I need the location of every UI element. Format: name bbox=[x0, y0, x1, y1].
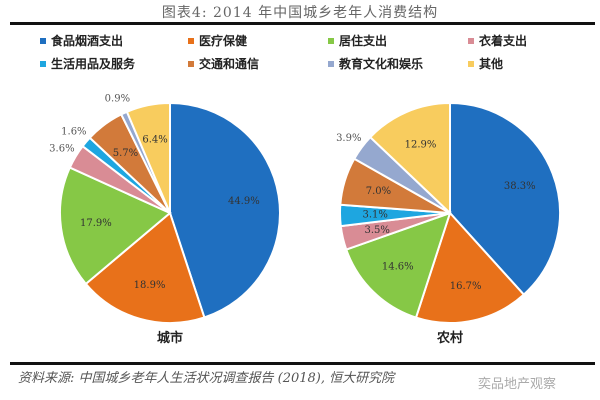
legend-swatch-icon bbox=[188, 60, 194, 67]
slice-label: 18.9% bbox=[134, 280, 166, 291]
pie-slice bbox=[368, 101, 451, 216]
slice-label: 3.5% bbox=[364, 225, 389, 236]
slice-label: 5.7% bbox=[113, 148, 138, 159]
slice-label: 3.1% bbox=[363, 210, 388, 221]
slice-label: 12.9% bbox=[405, 139, 437, 150]
legend-swatch-icon bbox=[328, 60, 334, 67]
legend-swatch-icon bbox=[188, 37, 194, 44]
slice-label: 44.9% bbox=[228, 196, 260, 207]
legend-item: 食品烟酒支出 bbox=[40, 32, 188, 49]
legend-item: 交通和通信 bbox=[188, 55, 328, 72]
legend-item: 衣着支出 bbox=[468, 32, 588, 49]
pie-slice bbox=[449, 101, 561, 297]
bottom-rule bbox=[10, 362, 595, 365]
legend-swatch-icon bbox=[328, 37, 334, 44]
legend-item: 其他 bbox=[468, 55, 588, 72]
pie-slice bbox=[59, 166, 172, 286]
legend-item: 教育文化和娱乐 bbox=[328, 55, 468, 72]
slice-label: 1.6% bbox=[61, 127, 86, 138]
slice-label: 3.6% bbox=[49, 143, 74, 154]
slice-label: 3.9% bbox=[336, 133, 361, 144]
slice-label: 0.9% bbox=[105, 94, 130, 105]
legend-item: 生活用品及服务 bbox=[40, 55, 188, 72]
slice-label: 17.9% bbox=[80, 218, 112, 229]
chart-title: 图表4: 2014 年中国城乡老年人消费结构 bbox=[161, 5, 439, 21]
slice-label: 38.3% bbox=[504, 181, 536, 192]
legend-swatch-icon bbox=[468, 37, 474, 44]
slice-label: 7.0% bbox=[366, 186, 391, 197]
legend: 食品烟酒支出 医疗保健 居住支出 衣着支出 生活用品及服务 交通和通信 教育文化… bbox=[40, 32, 580, 72]
pie-charts: 44.9% 18.9% 17.9% 3.6% 1.6% 5.7% 0.9% 6.4% 38.3… bbox=[49, 94, 561, 324]
legend-swatch-icon bbox=[40, 37, 46, 44]
legend-item: 医疗保健 bbox=[188, 32, 328, 49]
pie-city: 44.9% 18.9% 17.9% 3.6% 1.6% 5.7% 0.9% 6.4% bbox=[49, 94, 281, 324]
caption-rural: 农村 bbox=[437, 331, 464, 346]
caption-city: 城市 bbox=[157, 331, 184, 346]
source-note: 资料来源: 中国城乡老年人生活状况调查报告 (2018), 恒大研究院 bbox=[18, 371, 395, 386]
pie-slice bbox=[125, 101, 171, 214]
slice-label: 14.6% bbox=[382, 262, 414, 273]
pie-slice bbox=[414, 211, 526, 324]
slice-label: 6.4% bbox=[142, 135, 167, 146]
pie-rural: 38.3% 16.7% 14.6% 3.5% 3.1% 7.0% 3.9% 12.9% bbox=[336, 101, 561, 324]
legend-item: 居住支出 bbox=[328, 32, 468, 49]
legend-swatch-icon bbox=[468, 60, 474, 67]
pie-slice bbox=[344, 211, 452, 319]
top-rule bbox=[10, 22, 595, 25]
slice-label: 16.7% bbox=[450, 281, 482, 292]
legend-swatch-icon bbox=[40, 60, 46, 67]
pie-slice bbox=[84, 211, 206, 324]
watermark: 奕品地产观察 bbox=[478, 377, 557, 392]
pie-slice bbox=[169, 101, 281, 319]
